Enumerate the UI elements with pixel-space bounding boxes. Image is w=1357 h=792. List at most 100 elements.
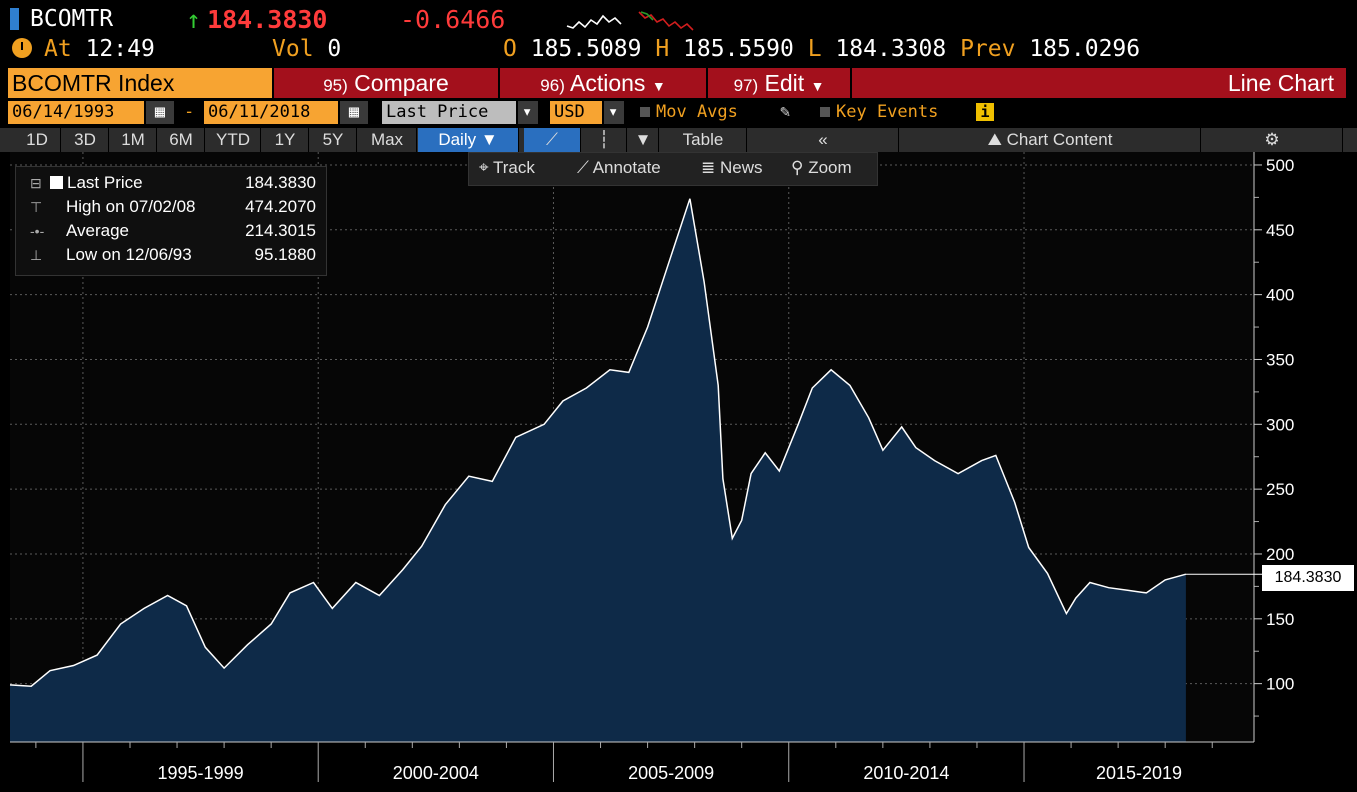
actions-label: Actions	[570, 70, 646, 96]
currency-select[interactable]: USD	[550, 101, 602, 124]
y-tick-label: 300	[1266, 415, 1294, 434]
time-value: 12:49	[85, 36, 155, 62]
high-marker-icon: ⊤	[30, 199, 43, 215]
actions-button[interactable]: 96) Actions ▼	[500, 68, 706, 98]
tab-max[interactable]: Max	[358, 128, 417, 152]
chevron-down-icon[interactable]: ▼	[628, 128, 659, 152]
high-value: 185.5590	[683, 36, 794, 62]
chart-legend[interactable]: ⊟ Last Price 184.3830 ⊤ High on 07/02/08 4…	[15, 166, 327, 276]
controls-bar: 06/14/1993 ▦ - 06/11/2018 ▦ Last Price ▾…	[0, 100, 1357, 125]
info-icon[interactable]: i	[976, 103, 994, 121]
legend-average-value: 214.3015	[245, 221, 316, 240]
frequency-select[interactable]: Daily ▼	[418, 128, 519, 152]
pencil-icon[interactable]: ✎	[780, 102, 791, 122]
tab-3d[interactable]: 3D	[62, 128, 109, 152]
legend-last-value: 184.3830	[245, 173, 316, 192]
volume-label: Vol	[272, 36, 314, 62]
annotate-tool[interactable]: ⟋ Annotate	[577, 158, 661, 178]
legend-low-value: 95.1880	[254, 245, 316, 264]
tab-1d[interactable]: 1D	[14, 128, 61, 152]
tab-6m[interactable]: 6M	[158, 128, 205, 152]
clock-icon	[12, 38, 32, 58]
end-date-input[interactable]: 06/11/2018	[204, 101, 338, 124]
key-events-toggle[interactable]: Key Events	[820, 100, 938, 125]
legend-low: ⊥ Low on 12/06/93 95.1880	[30, 243, 316, 267]
zoom-label: Zoom	[808, 158, 852, 177]
field-select[interactable]: Last Price	[382, 101, 516, 124]
x-axis: 1995-1999 2000-2004 2005-2009 2010-2014 2015…	[10, 741, 1254, 783]
track-tool[interactable]: ⌖ Track	[479, 158, 535, 178]
checkbox-icon	[820, 107, 830, 117]
magnifier-icon: ⚲	[791, 158, 809, 177]
tab-ytd[interactable]: YTD	[206, 128, 261, 152]
chevron-down-icon[interactable]: ▾	[518, 101, 538, 124]
collapse-button[interactable]: «	[748, 128, 899, 152]
time-field: At 12:49	[44, 36, 155, 62]
menu-bar: BCOMTR Index 95) Compare 96) Actions ▼ 9…	[0, 68, 1357, 98]
ohlc-fields: O 185.5089 H 185.5590 L 184.3308 Prev 18…	[503, 36, 1140, 62]
last-price: ↑ 184.3830	[186, 5, 327, 34]
tab-5y[interactable]: 5Y	[310, 128, 357, 152]
security-color-marker	[10, 8, 19, 30]
chart-content-label: Chart Content	[1006, 130, 1113, 149]
y-tick-label: 400	[1266, 286, 1294, 305]
calendar-icon[interactable]: ▦	[146, 101, 174, 124]
edit-label: Edit	[764, 70, 805, 96]
mov-avgs-label: Mov Avgs	[656, 102, 738, 122]
mov-avgs-toggle[interactable]: Mov Avgs	[640, 100, 738, 125]
index-name[interactable]: BCOMTR Index	[8, 68, 272, 98]
quote-details: At 12:49 Vol 0 O 185.5089 H 185.5590 L 1…	[0, 36, 1357, 66]
x-tick-label: 2015-2019	[1096, 763, 1182, 783]
legend-high-label: High on 07/02/08	[66, 197, 196, 216]
table-button[interactable]: Table	[660, 128, 747, 152]
tab-1y[interactable]: 1Y	[262, 128, 309, 152]
y-tick-label: 350	[1266, 350, 1294, 369]
start-date-input[interactable]: 06/14/1993	[8, 101, 144, 124]
chart-content-icon: ⛰	[987, 130, 1007, 149]
legend-high: ⊤ High on 07/02/08 474.2070	[30, 195, 316, 219]
low-label: L	[807, 36, 822, 62]
high-label: H	[655, 36, 670, 62]
average-marker-icon: -•-	[30, 223, 45, 239]
line-chart-icon[interactable]: ⟋	[524, 128, 581, 152]
last-price-value: 184.3830	[207, 5, 328, 34]
compare-number: 95)	[323, 76, 348, 95]
compare-label: Compare	[354, 70, 449, 96]
crosshair-icon: ⌖	[479, 158, 493, 177]
open-value: 185.5089	[530, 36, 642, 62]
x-tick-label: 2005-2009	[628, 763, 714, 783]
calendar-icon[interactable]: ▦	[340, 101, 368, 124]
chart-content-button[interactable]: ⛰ Chart Content	[900, 128, 1201, 152]
x-tick-label: 2000-2004	[393, 763, 479, 783]
checkbox-icon	[640, 107, 650, 117]
caret-down-icon: ▼	[810, 78, 825, 94]
tab-1m[interactable]: 1M	[110, 128, 157, 152]
y-tick-label: 450	[1266, 221, 1294, 240]
quote-header: BCOMTR ↑ 184.3830 -0.6466	[0, 0, 1357, 36]
x-tick-label: 1995-1999	[158, 763, 244, 783]
price-chart[interactable]: 100 150 200 250 300 350 400 450 500 1995-1999 200…	[0, 152, 1357, 792]
collapse-icon: ⊟	[30, 175, 42, 191]
gear-icon[interactable]: ⚙	[1202, 128, 1343, 152]
ticker-symbol[interactable]: BCOMTR	[30, 6, 114, 32]
compare-button[interactable]: 95) Compare	[274, 68, 498, 98]
edit-button[interactable]: 97) Edit ▼	[708, 68, 850, 98]
legend-average-label: Average	[66, 221, 130, 240]
low-value: 184.3308	[835, 36, 947, 62]
date-dash: -	[184, 102, 195, 122]
track-label: Track	[493, 158, 535, 177]
bar-chart-icon[interactable]: ┆	[582, 128, 627, 152]
price-area	[10, 198, 1186, 742]
time-label: At	[44, 36, 72, 62]
legend-high-value: 474.2070	[245, 197, 316, 216]
volume-field: Vol 0	[272, 36, 341, 62]
zoom-tool[interactable]: ⚲ Zoom	[791, 158, 852, 178]
range-toolbar: 1D 3D 1M 6M YTD 1Y 5Y Max Daily ▼ ⟋ ┆ ▼ …	[0, 128, 1357, 152]
chevron-down-icon[interactable]: ▾	[604, 101, 624, 124]
chart-type[interactable]: Line Chart	[852, 68, 1346, 98]
prev-value: 185.0296	[1029, 36, 1141, 62]
net-change: -0.6466	[400, 5, 506, 34]
caret-down-icon: ▼	[651, 78, 666, 94]
up-arrow-icon: ↑	[186, 5, 202, 34]
news-tool[interactable]: ≣ News	[701, 158, 762, 178]
